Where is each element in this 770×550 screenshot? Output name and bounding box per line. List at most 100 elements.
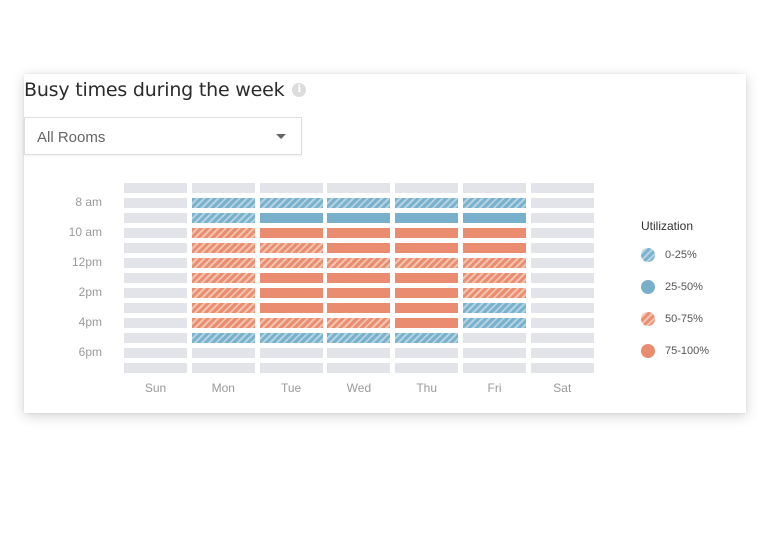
heatmap-cell[interactable] — [191, 348, 255, 358]
heatmap-cell[interactable] — [327, 198, 391, 208]
heatmap-cell[interactable] — [124, 243, 187, 253]
heatmap-cell[interactable] — [259, 258, 323, 268]
legend-label: 50-75% — [665, 313, 703, 325]
heatmap-cell[interactable] — [327, 348, 391, 358]
heatmap-cell[interactable] — [124, 333, 187, 343]
heatmap-cell[interactable] — [124, 228, 187, 238]
heatmap-cell[interactable] — [463, 333, 526, 343]
heatmap-cell[interactable] — [327, 288, 391, 298]
heatmap-cell[interactable] — [124, 318, 187, 328]
heatmap-cell[interactable] — [463, 183, 526, 193]
heatmap-cell[interactable] — [191, 243, 255, 253]
heatmap-cell[interactable] — [191, 318, 255, 328]
heatmap-cell[interactable] — [463, 258, 526, 268]
heatmap-cell[interactable] — [327, 258, 391, 268]
heatmap-cell[interactable] — [463, 273, 526, 283]
heatmap-cell[interactable] — [530, 288, 594, 298]
heatmap-cell[interactable] — [530, 273, 594, 283]
heatmap-cell[interactable] — [327, 333, 391, 343]
heatmap-cell[interactable] — [259, 273, 323, 283]
heatmap-cell[interactable] — [395, 228, 459, 238]
heatmap-cell[interactable] — [395, 318, 459, 328]
heatmap-cell[interactable] — [530, 333, 594, 343]
heatmap-cell[interactable] — [327, 273, 391, 283]
heatmap-cell[interactable] — [530, 213, 594, 223]
heatmap-cell[interactable] — [463, 213, 526, 223]
heatmap-cell[interactable] — [327, 228, 391, 238]
heatmap-cell[interactable] — [395, 273, 459, 283]
heatmap-cell[interactable] — [191, 303, 255, 313]
heatmap-cell[interactable] — [530, 258, 594, 268]
heatmap-cell[interactable] — [327, 303, 391, 313]
legend-label: 25-50% — [665, 281, 703, 293]
heatmap-cell[interactable] — [259, 303, 323, 313]
heatmap-cell[interactable] — [259, 183, 323, 193]
heatmap-cell[interactable] — [191, 333, 255, 343]
heatmap-cell[interactable] — [124, 303, 187, 313]
heatmap-cell[interactable] — [395, 288, 459, 298]
heatmap-cell[interactable] — [259, 318, 323, 328]
card-header: Busy times during the week i — [24, 76, 307, 104]
heatmap-cell[interactable] — [463, 243, 526, 253]
heatmap-cell[interactable] — [530, 348, 594, 358]
heatmap-cell[interactable] — [259, 198, 323, 208]
heatmap-cell[interactable] — [395, 243, 459, 253]
heatmap-cell[interactable] — [259, 348, 323, 358]
heatmap-cell[interactable] — [327, 213, 391, 223]
heatmap-cell[interactable] — [191, 213, 255, 223]
heatmap-cell[interactable] — [395, 213, 459, 223]
heatmap-cell[interactable] — [395, 198, 459, 208]
heatmap-cell[interactable] — [124, 258, 187, 268]
heatmap-cell[interactable] — [530, 363, 594, 373]
heatmap-cell[interactable] — [463, 303, 526, 313]
heatmap-cell[interactable] — [327, 318, 391, 328]
heatmap-cell[interactable] — [259, 288, 323, 298]
heatmap-cell[interactable] — [327, 183, 391, 193]
heatmap-cell[interactable] — [395, 258, 459, 268]
heatmap-cell[interactable] — [530, 183, 594, 193]
heatmap-cell[interactable] — [463, 363, 526, 373]
heatmap-cell[interactable] — [124, 348, 187, 358]
rooms-filter-dropdown[interactable]: All Rooms — [24, 117, 302, 155]
heatmap-cell[interactable] — [124, 198, 187, 208]
heatmap-cell[interactable] — [191, 183, 255, 193]
heatmap-cell[interactable] — [463, 228, 526, 238]
heatmap-cell[interactable] — [327, 243, 391, 253]
heatmap-cell[interactable] — [124, 183, 187, 193]
heatmap-cell[interactable] — [124, 273, 187, 283]
heatmap-cell[interactable] — [463, 348, 526, 358]
heatmap-cell[interactable] — [259, 333, 323, 343]
heatmap-cell[interactable] — [395, 333, 459, 343]
heatmap-cell[interactable] — [259, 363, 323, 373]
heatmap-cell[interactable] — [191, 288, 255, 298]
heatmap-cell[interactable] — [124, 363, 187, 373]
heatmap-cell[interactable] — [530, 198, 594, 208]
heatmap-cell[interactable] — [395, 183, 459, 193]
heatmap-cell[interactable] — [191, 273, 255, 283]
heatmap-cell[interactable] — [463, 288, 526, 298]
y-axis-label: 12pm — [71, 255, 102, 269]
heatmap-cell[interactable] — [395, 363, 459, 373]
heatmap-cell[interactable] — [259, 228, 323, 238]
heatmap-cell[interactable] — [124, 288, 187, 298]
heatmap-cell[interactable] — [395, 348, 459, 358]
heatmap-cell[interactable] — [463, 318, 526, 328]
heatmap-cell[interactable] — [259, 213, 323, 223]
heatmap-cell[interactable] — [530, 318, 594, 328]
heatmap-cell[interactable] — [259, 243, 323, 253]
heatmap-cell[interactable] — [530, 228, 594, 238]
busy-times-card: Busy times during the week i All Rooms S… — [24, 74, 746, 413]
heatmap-cell[interactable] — [530, 243, 594, 253]
heatmap-cell[interactable] — [191, 363, 255, 373]
heatmap-cell[interactable] — [463, 198, 526, 208]
heatmap-cell[interactable] — [530, 303, 594, 313]
heatmap-cell[interactable] — [395, 303, 459, 313]
heatmap-cell[interactable] — [124, 213, 187, 223]
caret-down-icon — [276, 134, 286, 139]
info-icon[interactable]: i — [292, 83, 307, 97]
heatmap-cell[interactable] — [327, 363, 391, 373]
heatmap-cell[interactable] — [191, 198, 255, 208]
heatmap-cell[interactable] — [191, 258, 255, 268]
heatmap-cell[interactable] — [191, 228, 255, 238]
y-axis-label: 4pm — [78, 315, 102, 329]
